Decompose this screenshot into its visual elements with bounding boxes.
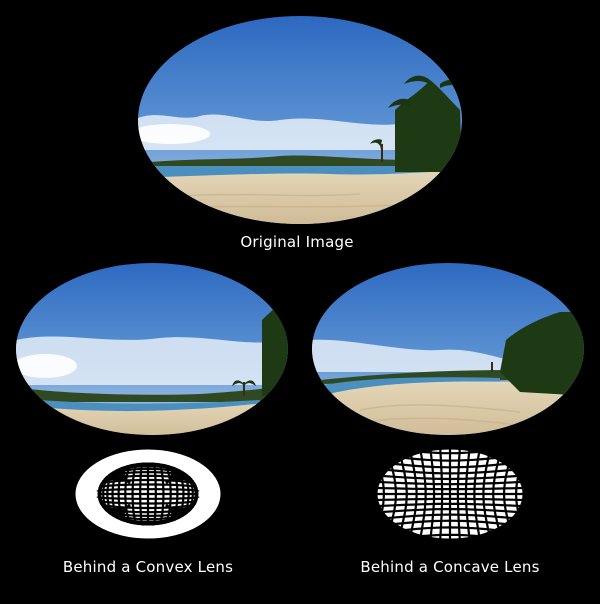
convex-grid-icon [74, 448, 222, 540]
grid-line-horizontal [377, 533, 523, 539]
grid-line-horizontal [110, 507, 186, 523]
grid-line-vertical [303, 399, 339, 589]
concave-lens-beach-image [312, 263, 584, 435]
grid-line-vertical [165, 477, 199, 511]
grid-line-vertical [514, 449, 523, 539]
grid-line-vertical [530, 407, 559, 582]
grid-line-horizontal [377, 526, 523, 539]
grid-line-vertical [561, 399, 597, 589]
convex-lens-beach-image [16, 263, 288, 435]
caption-original-image: Original Image [240, 233, 354, 251]
caption-convex-lens: Behind a Convex Lens [62, 558, 234, 576]
grid-line-vertical [545, 403, 577, 585]
caption-concave-lens: Behind a Concave Lens [360, 558, 540, 576]
grid-line-vertical [170, 472, 197, 516]
grid-line-vertical [502, 449, 523, 539]
grid-line-horizontal [122, 504, 174, 526]
original-beach-image [138, 16, 462, 224]
grid-line-vertical [323, 403, 355, 585]
grid-line-vertical [342, 407, 371, 582]
